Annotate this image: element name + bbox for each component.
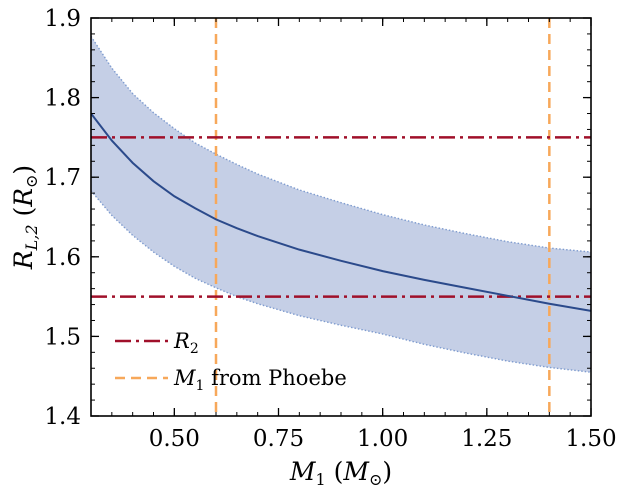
band-upper-edge [91,35,591,253]
x-tick-label: 0.50 [149,426,200,452]
legend-label-2: M1 from Phoebe [173,366,347,394]
y-axis-label: RL,2 (R⊙) [9,165,41,270]
y-tick-label: 1.7 [44,165,81,191]
legend-label-1: R2 [173,329,199,357]
x-tick-label: 1.50 [565,426,616,452]
x-tick-label: 1.00 [357,426,408,452]
x-tick-label: 1.25 [461,426,512,452]
y-tick-label: 1.6 [44,245,81,271]
y-tick-label: 1.5 [44,324,81,350]
series-line [91,112,591,312]
x-tick-label: 0.75 [253,426,304,452]
y-tick-label: 1.9 [44,6,81,32]
y-tick-label: 1.8 [44,86,81,112]
y-tick-label: 1.4 [44,404,81,430]
x-axis-label: M1 (M⊙) [289,457,392,489]
